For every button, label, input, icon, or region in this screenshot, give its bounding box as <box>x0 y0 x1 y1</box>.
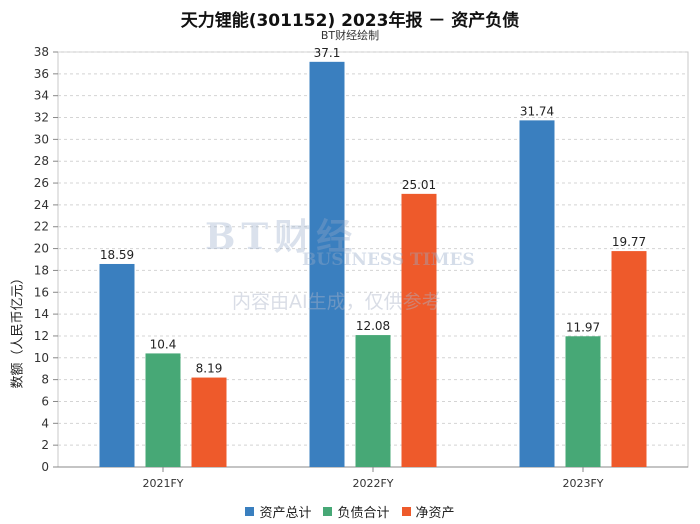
bar-2023FY-1 <box>565 336 601 467</box>
x-tick-label: 2022FY <box>352 477 393 490</box>
y-tick-label: 8 <box>41 373 49 387</box>
data-label: 18.59 <box>100 248 134 262</box>
x-tick-label: 2021FY <box>142 477 183 490</box>
y-tick-label: 26 <box>34 176 49 190</box>
y-tick-label: 10 <box>34 351 49 365</box>
y-tick-label: 22 <box>34 220 49 234</box>
legend-item: 资产总计 <box>245 502 311 521</box>
y-tick-label: 12 <box>34 329 49 343</box>
legend-item: 负债合计 <box>323 502 390 521</box>
y-tick-label: 4 <box>41 416 49 430</box>
bar-2021FY-1 <box>145 353 181 467</box>
bar-2022FY-1 <box>355 335 391 467</box>
data-label: 12.08 <box>356 319 390 333</box>
bar-2021FY-0 <box>99 263 135 467</box>
legend-label: 资产总计 <box>259 506 312 521</box>
legend-swatch <box>323 507 333 516</box>
bar-2021FY-2 <box>191 377 227 467</box>
chart-legend: 资产总计 负债合计 净资产 <box>0 502 700 521</box>
y-tick-label: 36 <box>34 67 49 81</box>
data-label: 19.77 <box>612 235 646 249</box>
y-tick-label: 18 <box>34 263 49 277</box>
chart-title: 天力锂能(301152) 2023年报 － 资产负债 <box>180 11 520 31</box>
y-tick-label: 38 <box>34 45 49 59</box>
legend-swatch <box>245 507 255 516</box>
y-tick-label: 0 <box>41 460 49 474</box>
data-label: 10.4 <box>150 337 177 351</box>
data-label: 37.1 <box>314 46 341 60</box>
y-tick-label: 24 <box>34 198 49 212</box>
x-tick-label: 2023FY <box>562 477 603 490</box>
y-tick-label: 2 <box>41 438 49 452</box>
data-label: 31.74 <box>520 104 554 118</box>
bar-2022FY-0 <box>309 61 345 467</box>
watermark-brand-en: BUSINESS TIMES <box>302 250 475 270</box>
y-tick-label: 14 <box>34 307 49 321</box>
legend-swatch <box>401 507 411 516</box>
data-label: 25.01 <box>402 178 436 192</box>
watermark-notice: 内容由AI生成，仅供参考 <box>232 291 441 313</box>
y-tick-label: 28 <box>34 154 49 168</box>
bar-2023FY-2 <box>611 251 647 467</box>
y-tick-label: 20 <box>34 242 49 256</box>
chart-subtitle: BT财经绘制 <box>320 29 380 42</box>
watermark-brand: BT财经 <box>205 216 359 258</box>
data-label: 8.19 <box>196 362 223 376</box>
y-tick-label: 6 <box>41 394 49 408</box>
legend-label: 净资产 <box>415 506 455 521</box>
y-tick-label: 30 <box>34 132 49 146</box>
data-label: 11.97 <box>566 320 600 334</box>
y-tick-label: 16 <box>34 285 49 299</box>
bar-2023FY-0 <box>519 120 555 468</box>
bar-2022FY-2 <box>401 193 437 467</box>
y-tick-label: 32 <box>34 111 49 125</box>
legend-label: 负债合计 <box>337 506 390 521</box>
y-tick-label: 34 <box>34 89 49 103</box>
bar-chart: 0246810121416182022242628303234363818.59… <box>34 45 689 490</box>
legend-item: 净资产 <box>401 502 455 521</box>
